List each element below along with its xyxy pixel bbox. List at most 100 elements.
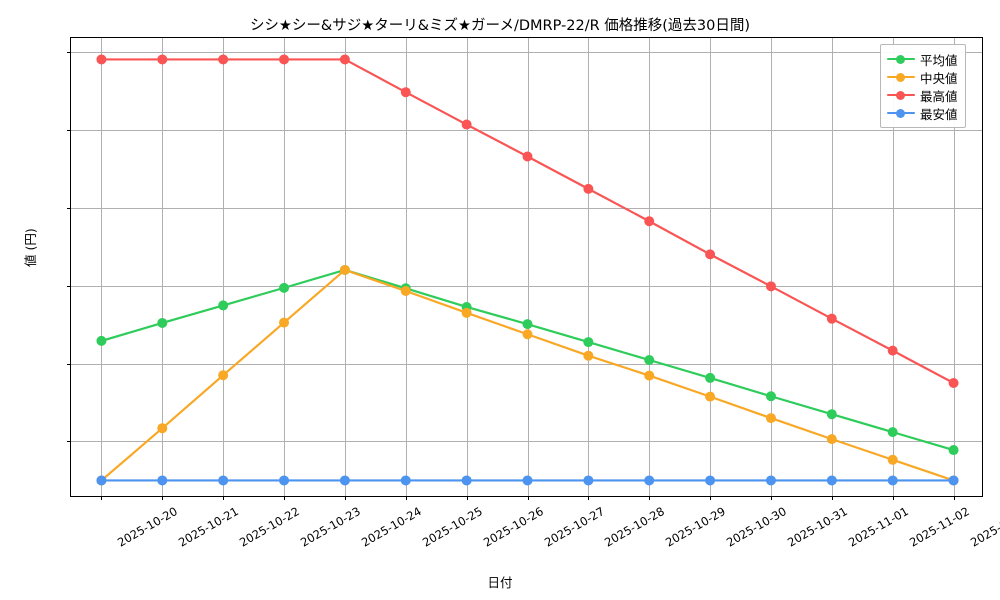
x-tick-label: 2025-10-27	[541, 504, 607, 550]
data-point-marker	[400, 87, 411, 98]
data-point-marker	[400, 286, 411, 296]
data-point-marker	[887, 345, 898, 356]
chart-legend: 平均値 中央値最高値最安値	[880, 44, 966, 128]
y-tick-mark	[67, 129, 71, 131]
gridline-vertical	[405, 38, 407, 496]
legend-swatch	[887, 70, 915, 84]
x-tick-mark	[162, 496, 164, 500]
data-point-marker	[887, 475, 898, 486]
data-point-marker	[583, 475, 594, 486]
data-point-marker	[826, 434, 837, 445]
data-point-marker	[339, 475, 350, 486]
x-tick-mark	[831, 496, 833, 500]
data-point-marker	[279, 282, 290, 293]
data-point-marker	[765, 391, 776, 402]
data-point-marker	[826, 313, 837, 324]
x-tick-mark	[710, 496, 712, 500]
data-point-marker	[583, 350, 594, 361]
x-tick-label: 2025-10-28	[602, 504, 668, 550]
x-tick-label: 2025-10-24	[358, 504, 424, 550]
data-point-marker	[522, 151, 533, 162]
data-point-marker	[522, 475, 533, 486]
legend-label: 最安値	[920, 106, 958, 122]
legend-label: 最高値	[920, 88, 958, 104]
x-tick-label: 2025-10-21	[176, 504, 242, 550]
series-plot	[96, 54, 959, 486]
data-point-marker	[705, 372, 716, 383]
data-point-marker	[461, 475, 472, 486]
legend-item[interactable]: 最安値	[887, 104, 958, 122]
data-point-marker	[461, 119, 472, 130]
data-point-marker	[705, 475, 716, 486]
y-tick-mark	[67, 363, 71, 365]
gridline-vertical	[223, 38, 225, 496]
legend-swatch	[887, 88, 915, 102]
data-point-marker	[157, 54, 168, 65]
data-point-marker	[339, 54, 350, 65]
data-point-marker	[522, 319, 533, 330]
data-point-marker	[157, 317, 168, 328]
data-point-marker	[765, 475, 776, 486]
data-point-marker	[948, 445, 959, 456]
legend-item[interactable]: 平均値	[887, 50, 958, 68]
gridline-vertical	[892, 38, 894, 496]
data-point-marker	[96, 335, 107, 346]
data-point-marker	[948, 475, 959, 486]
y-tick-mark	[67, 51, 71, 53]
x-tick-label: 2025-10-20	[115, 504, 181, 550]
legend-item[interactable]: 中央値	[887, 68, 958, 86]
x-tick-label: 2025-11-02	[906, 504, 972, 550]
data-point-marker	[461, 307, 472, 318]
series-group	[96, 475, 959, 486]
data-point-marker	[522, 329, 533, 340]
data-point-marker	[826, 409, 837, 420]
series-line	[100, 268, 955, 482]
gridline-vertical	[953, 38, 955, 496]
legend-label: 平均値	[920, 52, 958, 68]
data-point-marker	[218, 370, 229, 381]
series-line	[100, 268, 955, 452]
legend-item[interactable]: 最高値	[887, 86, 958, 104]
x-tick-mark	[101, 496, 103, 500]
legend-swatch	[887, 106, 915, 120]
data-point-marker	[705, 391, 716, 402]
gridline-vertical	[649, 38, 651, 496]
x-tick-mark	[405, 496, 407, 500]
legend-dot-icon	[896, 72, 905, 82]
data-point-marker	[765, 413, 776, 424]
x-tick-label: 2025-10-30	[724, 504, 789, 550]
data-point-marker	[644, 370, 655, 381]
data-point-marker	[157, 475, 168, 486]
data-point-marker	[279, 54, 290, 65]
data-point-marker	[948, 378, 959, 388]
gridline-horizontal	[71, 441, 982, 443]
plot-area	[67, 37, 983, 500]
data-point-marker	[218, 475, 229, 486]
data-point-marker	[218, 300, 229, 311]
x-tick-label: 2025-10-22	[237, 504, 302, 550]
data-point-marker	[279, 475, 290, 486]
y-tick-mark	[67, 441, 71, 443]
y-tick-mark	[67, 207, 71, 209]
data-point-marker	[887, 427, 898, 438]
data-point-marker	[96, 54, 107, 65]
gridline-horizontal	[71, 363, 982, 365]
data-point-marker	[583, 183, 594, 194]
gridline-horizontal	[71, 129, 982, 131]
data-point-marker	[644, 216, 655, 227]
x-tick-label: 2025-10-26	[480, 504, 546, 550]
data-point-marker	[218, 54, 229, 65]
legend-dot-icon	[896, 54, 905, 64]
x-tick-mark	[770, 496, 772, 500]
series-group	[96, 264, 959, 456]
data-point-marker	[644, 355, 655, 365]
data-point-marker	[644, 475, 655, 486]
legend-dot-icon	[896, 108, 905, 118]
x-tick-mark	[466, 496, 468, 500]
x-axis-label: 日付	[487, 575, 513, 590]
y-axis-label-holder: 値 (円)	[6, 228, 38, 287]
x-tick-label: 2025-10-29	[663, 504, 729, 550]
data-point-marker	[339, 264, 350, 275]
data-point-marker	[157, 423, 168, 434]
